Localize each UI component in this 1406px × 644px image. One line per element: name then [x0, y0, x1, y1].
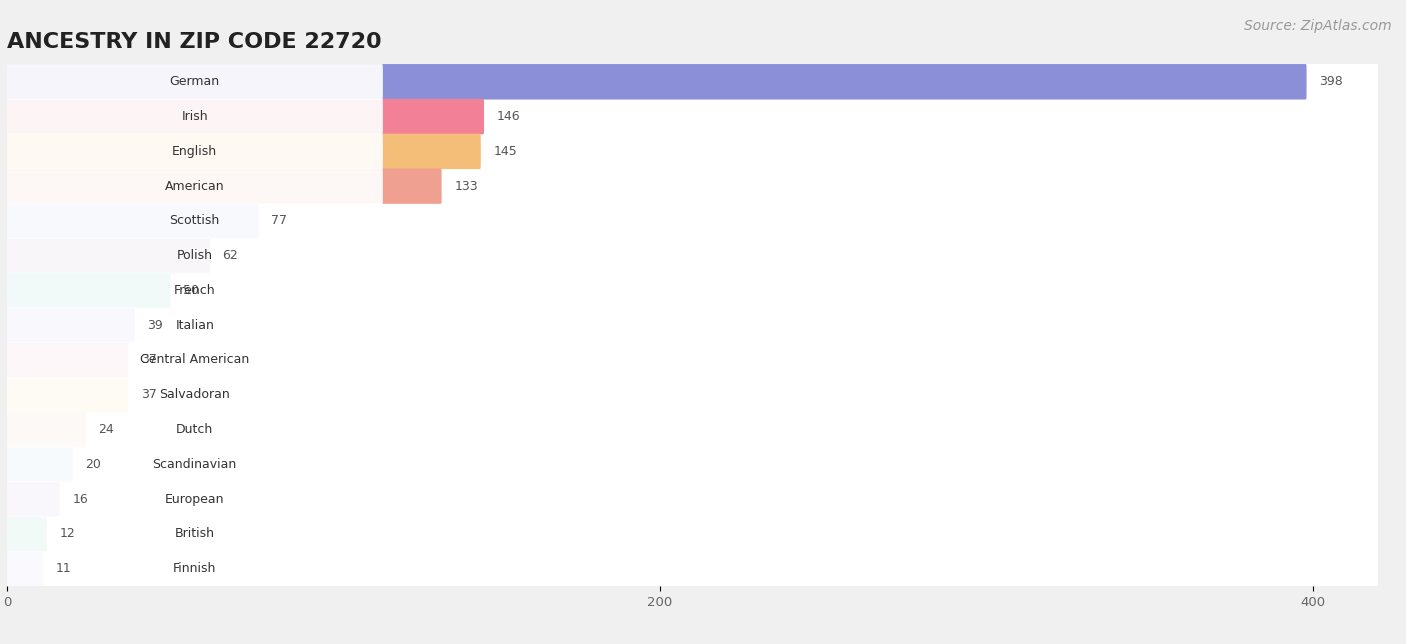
Text: 62: 62 [222, 249, 238, 262]
FancyBboxPatch shape [7, 482, 1378, 516]
Text: English: English [172, 145, 218, 158]
FancyBboxPatch shape [7, 64, 382, 100]
FancyBboxPatch shape [7, 168, 382, 204]
FancyBboxPatch shape [7, 133, 481, 169]
Text: 39: 39 [148, 319, 163, 332]
FancyBboxPatch shape [7, 272, 170, 308]
FancyBboxPatch shape [7, 308, 1378, 343]
FancyBboxPatch shape [7, 99, 484, 135]
FancyBboxPatch shape [7, 516, 382, 552]
FancyBboxPatch shape [7, 134, 1378, 169]
Text: American: American [165, 180, 225, 193]
Text: European: European [165, 493, 225, 506]
FancyBboxPatch shape [7, 307, 382, 343]
FancyBboxPatch shape [7, 204, 1378, 238]
FancyBboxPatch shape [7, 551, 1378, 586]
FancyBboxPatch shape [7, 64, 1378, 99]
FancyBboxPatch shape [7, 342, 382, 378]
FancyBboxPatch shape [7, 273, 1378, 308]
FancyBboxPatch shape [7, 377, 128, 413]
Text: 37: 37 [141, 354, 156, 366]
Text: Scandinavian: Scandinavian [153, 458, 236, 471]
FancyBboxPatch shape [7, 238, 382, 274]
Text: ANCESTRY IN ZIP CODE 22720: ANCESTRY IN ZIP CODE 22720 [7, 32, 381, 52]
Text: Finnish: Finnish [173, 562, 217, 575]
Text: Italian: Italian [176, 319, 214, 332]
Text: Central American: Central American [141, 354, 249, 366]
Text: 20: 20 [86, 458, 101, 471]
Text: 12: 12 [59, 527, 75, 540]
FancyBboxPatch shape [7, 516, 46, 552]
FancyBboxPatch shape [7, 238, 1378, 273]
Text: 11: 11 [56, 562, 72, 575]
Text: Irish: Irish [181, 110, 208, 123]
FancyBboxPatch shape [7, 412, 1378, 447]
Text: 24: 24 [98, 423, 114, 436]
FancyBboxPatch shape [7, 516, 1378, 551]
Text: British: British [174, 527, 215, 540]
Text: 133: 133 [454, 180, 478, 193]
FancyBboxPatch shape [7, 203, 382, 239]
Text: French: French [174, 284, 215, 297]
Text: 37: 37 [141, 388, 156, 401]
FancyBboxPatch shape [7, 551, 44, 587]
FancyBboxPatch shape [7, 64, 1306, 100]
FancyBboxPatch shape [7, 342, 128, 378]
FancyBboxPatch shape [7, 238, 209, 274]
FancyBboxPatch shape [7, 412, 382, 448]
FancyBboxPatch shape [7, 446, 73, 482]
FancyBboxPatch shape [7, 169, 1378, 204]
FancyBboxPatch shape [7, 272, 382, 308]
FancyBboxPatch shape [7, 99, 1378, 134]
FancyBboxPatch shape [7, 412, 86, 448]
Text: Dutch: Dutch [176, 423, 214, 436]
FancyBboxPatch shape [7, 481, 382, 517]
FancyBboxPatch shape [7, 203, 259, 239]
Text: 146: 146 [496, 110, 520, 123]
Text: Salvadoran: Salvadoran [159, 388, 231, 401]
FancyBboxPatch shape [7, 168, 441, 204]
FancyBboxPatch shape [7, 447, 1378, 482]
FancyBboxPatch shape [7, 133, 382, 169]
Text: 50: 50 [183, 284, 200, 297]
Text: 398: 398 [1319, 75, 1343, 88]
Text: 145: 145 [494, 145, 517, 158]
FancyBboxPatch shape [7, 377, 1378, 412]
FancyBboxPatch shape [7, 481, 59, 517]
FancyBboxPatch shape [7, 343, 1378, 377]
FancyBboxPatch shape [7, 446, 382, 482]
FancyBboxPatch shape [7, 551, 382, 587]
FancyBboxPatch shape [7, 99, 382, 135]
Text: 77: 77 [271, 214, 287, 227]
FancyBboxPatch shape [7, 307, 135, 343]
Text: Source: ZipAtlas.com: Source: ZipAtlas.com [1244, 19, 1392, 33]
Text: German: German [170, 75, 219, 88]
Text: Polish: Polish [177, 249, 212, 262]
Text: Scottish: Scottish [170, 214, 219, 227]
FancyBboxPatch shape [7, 377, 382, 413]
Text: 16: 16 [72, 493, 89, 506]
